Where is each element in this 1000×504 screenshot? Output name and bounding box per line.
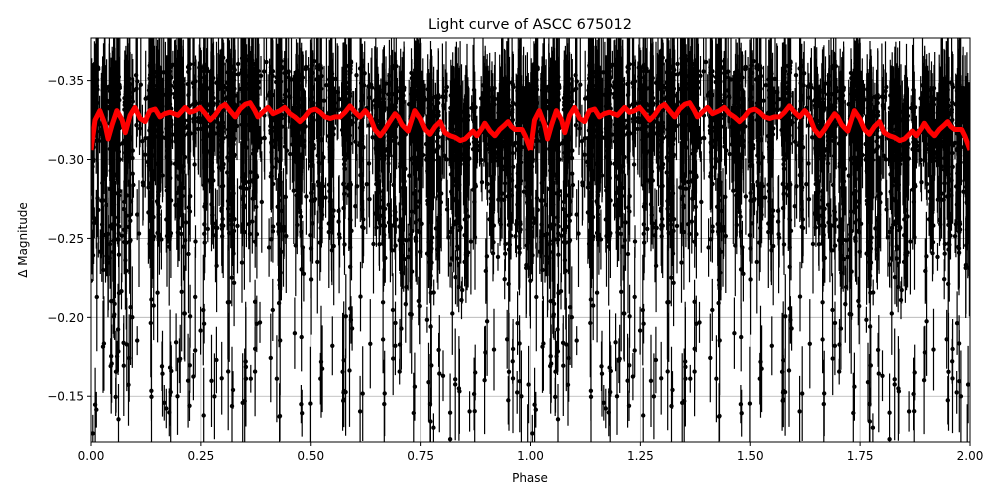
binned-curve-line	[91, 100, 533, 151]
binned-curve-line	[528, 100, 970, 151]
x-axis-label: Phase	[512, 471, 548, 485]
x-axis-ticks: 0.00 0.25 0.50 0.75 1.00 1.25 1.50 1.75 2.00	[78, 442, 984, 463]
chart-title: Light curve of ASCC 675012	[428, 17, 632, 33]
data-markers	[91, 53, 970, 442]
y-tick-label: −0.35	[47, 74, 84, 88]
y-tick-label: −0.20	[47, 311, 84, 325]
y-axis-label: Δ Magnitude	[16, 202, 30, 278]
x-tick-label: 0.25	[188, 449, 215, 463]
x-tick-label: 0.00	[78, 449, 105, 463]
y-tick-label: −0.25	[47, 232, 84, 246]
x-tick-label: 2.00	[957, 449, 984, 463]
x-tick-label: 1.00	[517, 449, 544, 463]
x-tick-label: 1.75	[847, 449, 874, 463]
y-tick-label: −0.30	[47, 153, 84, 167]
y-tick-label: −0.15	[47, 390, 84, 404]
x-tick-label: 1.25	[627, 449, 654, 463]
binned-curve	[91, 100, 970, 151]
x-tick-label: 1.50	[737, 449, 764, 463]
x-tick-label: 0.50	[297, 449, 324, 463]
y-axis-ticks: −0.35 −0.30 −0.25 −0.20 −0.15	[47, 74, 91, 404]
x-tick-label: 0.75	[407, 449, 434, 463]
